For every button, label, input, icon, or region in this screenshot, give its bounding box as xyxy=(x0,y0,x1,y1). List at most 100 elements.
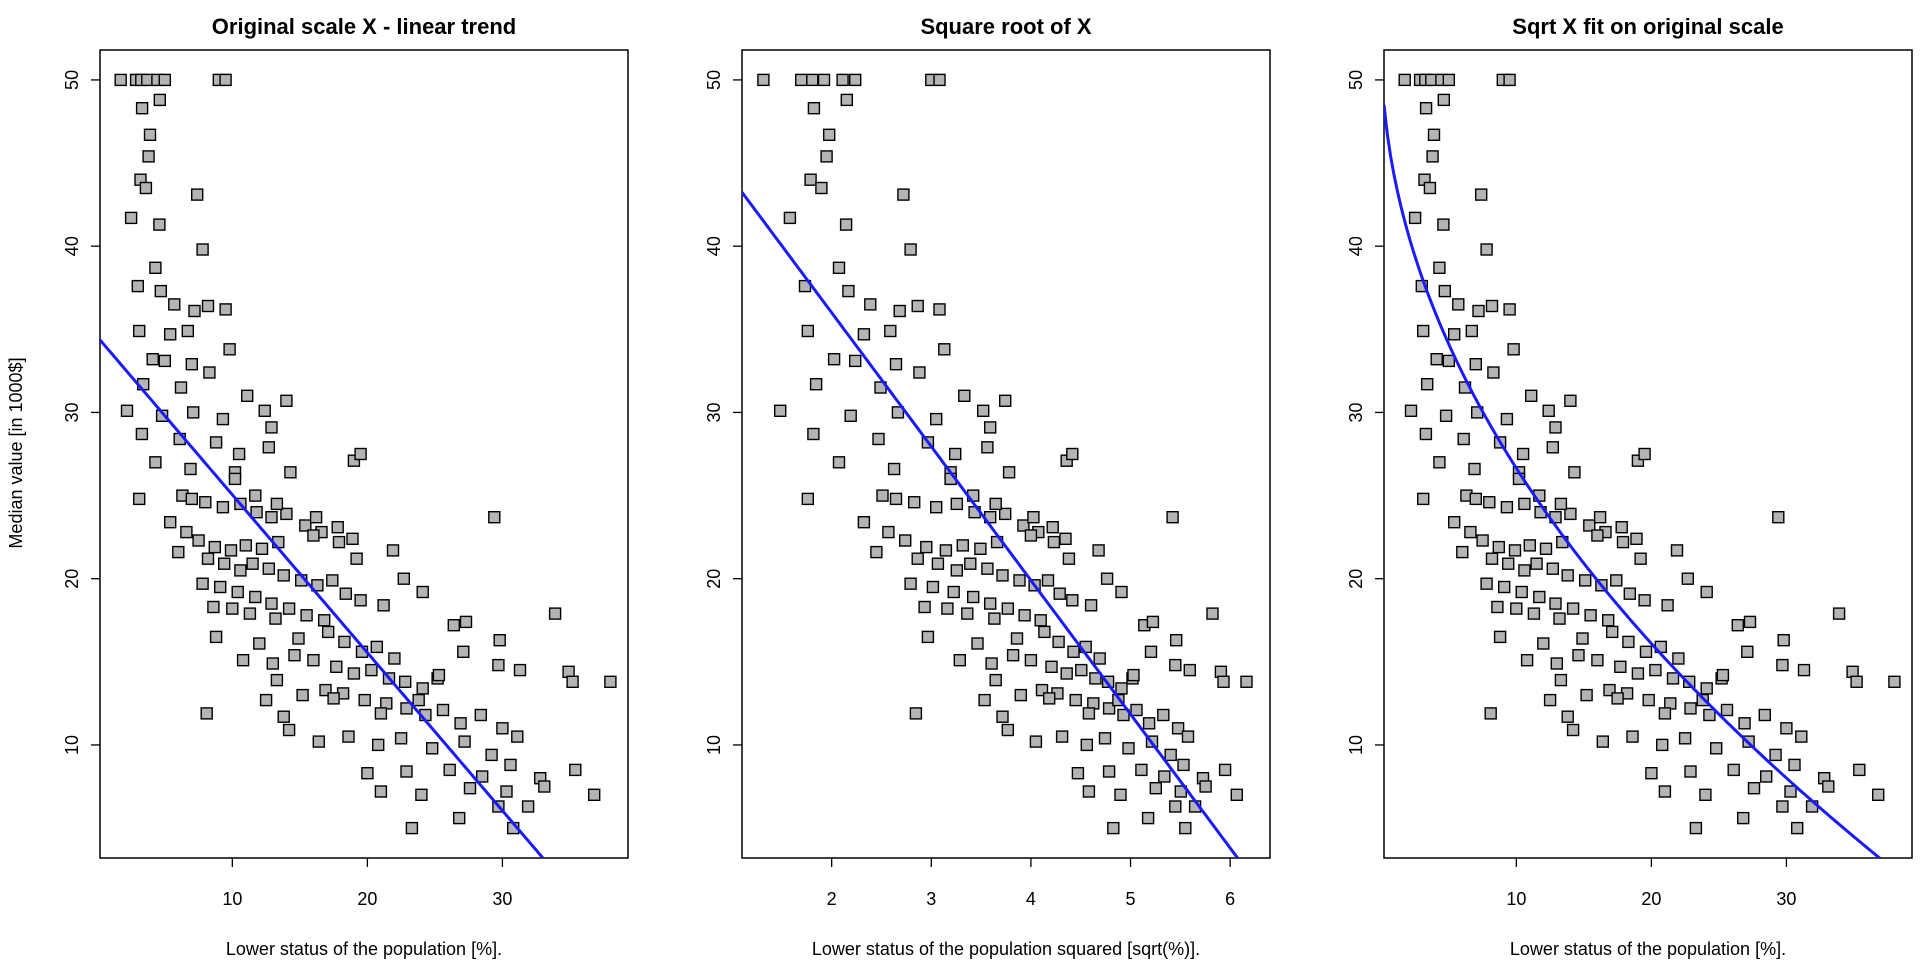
data-point xyxy=(857,328,871,341)
data-point xyxy=(1423,181,1437,195)
data-point xyxy=(186,406,200,419)
data-point xyxy=(939,544,953,557)
data-point xyxy=(981,562,994,575)
data-point xyxy=(1062,552,1076,565)
data-point xyxy=(1611,692,1624,705)
data-point xyxy=(496,722,509,735)
fit-line xyxy=(100,338,545,858)
y-tick-label: 10 xyxy=(704,735,724,755)
data-point xyxy=(989,673,1002,687)
y-tick-label: 10 xyxy=(62,735,82,755)
data-point xyxy=(143,128,157,142)
data-point xyxy=(300,609,313,622)
data-point xyxy=(388,652,401,665)
data-point xyxy=(374,785,388,798)
data-point xyxy=(311,579,324,592)
data-point xyxy=(1572,649,1585,662)
data-point xyxy=(1727,763,1740,777)
data-point xyxy=(386,544,400,557)
data-point xyxy=(114,73,127,87)
data-point xyxy=(1069,693,1082,707)
data-point xyxy=(1616,535,1630,549)
data-point xyxy=(1546,562,1560,575)
data-point xyxy=(887,462,901,476)
data-point xyxy=(1433,456,1446,469)
data-point xyxy=(1738,717,1751,730)
data-point xyxy=(416,682,429,695)
data-point xyxy=(1542,404,1555,417)
data-point xyxy=(239,539,253,552)
data-point xyxy=(476,770,489,783)
data-point xyxy=(1171,722,1185,735)
data-point xyxy=(989,497,1002,511)
data-point xyxy=(1416,324,1430,338)
data-point xyxy=(1549,597,1562,610)
data-point xyxy=(807,427,820,441)
data-point xyxy=(538,780,551,793)
y-tick-label: 40 xyxy=(704,236,724,256)
data-point xyxy=(347,667,361,680)
data-point xyxy=(1433,261,1446,274)
data-point xyxy=(184,462,197,476)
data-point xyxy=(1790,821,1804,835)
data-point xyxy=(1655,738,1669,752)
data-point xyxy=(913,366,926,379)
data-point xyxy=(1576,632,1589,645)
data-point xyxy=(270,673,284,687)
data-point xyxy=(209,630,223,644)
data-point xyxy=(124,211,138,225)
data-point xyxy=(849,354,862,368)
x-tick-label: 5 xyxy=(1126,889,1136,909)
data-point xyxy=(1593,511,1607,524)
data-point xyxy=(1206,607,1219,620)
data-point xyxy=(1850,675,1863,688)
data-point xyxy=(1127,668,1140,682)
data-point xyxy=(1010,632,1024,645)
data-point xyxy=(897,188,910,201)
data-point xyxy=(1464,525,1477,539)
data-point xyxy=(1684,765,1697,778)
data-point xyxy=(361,767,374,780)
data-point xyxy=(974,542,987,555)
data-point xyxy=(1438,284,1452,298)
data-point xyxy=(849,73,862,87)
data-point xyxy=(1523,539,1537,552)
data-point xyxy=(436,703,450,717)
data-point xyxy=(1480,577,1493,590)
data-point xyxy=(246,557,259,570)
data-point xyxy=(985,657,998,670)
data-point xyxy=(566,675,579,688)
data-point xyxy=(820,150,833,163)
data-point xyxy=(1561,569,1574,582)
data-point xyxy=(1772,511,1785,524)
data-point xyxy=(397,572,410,585)
data-point xyxy=(209,436,223,449)
data-point xyxy=(185,492,199,506)
data-point xyxy=(1554,673,1568,687)
data-point xyxy=(338,635,351,649)
data-point xyxy=(1052,635,1065,649)
data-point xyxy=(1527,607,1541,620)
data-point xyxy=(933,73,946,87)
data-point xyxy=(224,544,238,557)
data-point xyxy=(1045,660,1058,673)
data-point xyxy=(463,782,477,795)
data-point xyxy=(872,432,885,446)
data-point xyxy=(141,73,154,87)
data-point xyxy=(1661,599,1674,612)
data-point xyxy=(1419,101,1433,115)
y-axis-label: Median value [in 1000$] xyxy=(6,357,26,548)
data-point xyxy=(213,580,227,594)
y-tick-label: 30 xyxy=(1346,402,1366,422)
data-point xyxy=(999,507,1012,521)
data-point xyxy=(1404,404,1418,417)
data-point xyxy=(899,534,912,547)
data-point xyxy=(120,404,134,417)
x-tick-label: 4 xyxy=(1026,889,1036,909)
y-tick-label: 50 xyxy=(1346,70,1366,90)
data-point xyxy=(1067,645,1080,658)
data-point xyxy=(1427,128,1441,142)
panel-3-marks: 10 20 30 40 50 10 20 30 xyxy=(1346,70,1901,909)
data-point xyxy=(1024,654,1038,667)
data-point xyxy=(500,785,513,798)
